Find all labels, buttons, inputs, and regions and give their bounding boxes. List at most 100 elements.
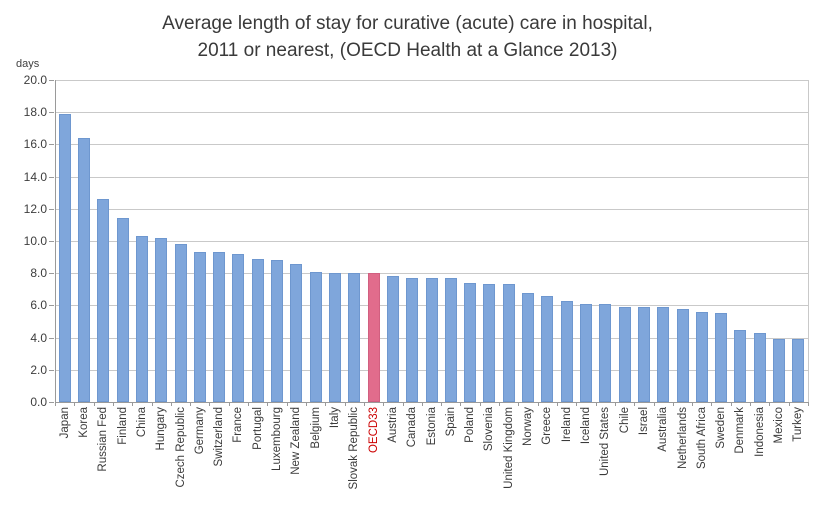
gridline xyxy=(55,112,808,114)
x-label-finland: Finland xyxy=(116,407,129,445)
x-tick-mark xyxy=(306,402,307,406)
x-label-belgium: Belgium xyxy=(309,407,322,449)
bar-chile xyxy=(618,307,631,402)
x-tick-mark xyxy=(363,402,365,406)
bar-netherlands xyxy=(676,308,689,402)
x-label-switzerland: Switzerland xyxy=(213,407,226,467)
x-label-netherlands: Netherlands xyxy=(676,407,689,470)
bar-australia xyxy=(657,307,670,402)
x-tick-mark xyxy=(750,402,752,406)
x-label-iceland: Iceland xyxy=(579,407,592,445)
bar-japan xyxy=(58,113,71,402)
y-tick-label: 4.0 xyxy=(30,330,47,345)
x-label-slovenia: Slovenia xyxy=(483,407,496,452)
x-tick-mark xyxy=(441,402,443,406)
bar-slovak-republic xyxy=(348,273,361,402)
bar-italy xyxy=(328,273,341,402)
bar-korea xyxy=(77,137,90,402)
x-label-france: France xyxy=(232,407,245,443)
x-label-ireland: Ireland xyxy=(560,407,573,443)
y-tick-mark xyxy=(49,112,54,114)
y-tick-mark xyxy=(49,402,54,403)
x-label-greece: Greece xyxy=(541,407,554,445)
gridline xyxy=(55,176,808,178)
x-tick-mark xyxy=(692,402,694,406)
x-tick-mark xyxy=(730,402,732,406)
x-tick-mark xyxy=(557,402,558,406)
x-label-israel: Israel xyxy=(637,407,650,436)
bar-luxembourg xyxy=(271,260,284,402)
chart-title: Average length of stay for curative (acu… xyxy=(0,10,815,64)
bar-france xyxy=(232,253,245,402)
y-tick-label: 2.0 xyxy=(30,362,47,377)
bar-russian-fed xyxy=(97,199,110,402)
x-tick-mark xyxy=(808,402,809,406)
y-tick-mark xyxy=(49,305,54,307)
x-label-korea: Korea xyxy=(77,407,90,438)
bar-ireland xyxy=(560,300,573,402)
bar-israel xyxy=(637,307,650,402)
x-tick-mark xyxy=(190,402,192,406)
x-tick-mark xyxy=(479,402,481,406)
x-label-austria: Austria xyxy=(386,407,399,443)
x-tick-mark xyxy=(518,402,520,406)
bar-oecd33 xyxy=(367,273,380,402)
x-label-canada: Canada xyxy=(406,407,419,448)
bar-switzerland xyxy=(213,252,226,402)
x-tick-mark xyxy=(576,402,578,406)
chart-title-line2: 2011 or nearest, (OECD Health at a Glanc… xyxy=(197,40,618,61)
x-label-luxembourg: Luxembourg xyxy=(271,407,284,471)
x-label-estonia: Estonia xyxy=(425,407,438,446)
x-label-chile: Chile xyxy=(618,407,631,434)
x-tick-mark xyxy=(74,402,76,406)
bar-estonia xyxy=(425,278,438,402)
bar-belgium xyxy=(309,271,322,402)
x-label-oecd33: OECD33 xyxy=(367,407,380,454)
x-label-hungary: Hungary xyxy=(155,407,168,451)
y-tick-mark xyxy=(49,337,54,339)
y-tick-mark xyxy=(49,176,54,178)
y-tick-label: 8.0 xyxy=(30,266,47,281)
gridline xyxy=(55,241,808,242)
y-tick-label: 10.0 xyxy=(23,234,47,248)
x-tick-mark xyxy=(769,402,771,406)
x-label-south-africa: South Africa xyxy=(695,407,708,470)
x-tick-mark xyxy=(267,402,269,406)
x-tick-mark xyxy=(93,402,95,406)
x-tick-mark xyxy=(595,402,597,406)
bar-canada xyxy=(406,278,419,402)
y-tick-mark xyxy=(49,273,54,275)
x-tick-mark xyxy=(286,402,288,406)
x-label-australia: Australia xyxy=(657,407,670,452)
x-tick-mark xyxy=(711,402,713,406)
x-tick-mark xyxy=(325,402,327,406)
bar-austria xyxy=(386,276,399,402)
bar-poland xyxy=(464,282,477,402)
bar-united-kingdom xyxy=(502,284,515,402)
x-tick-mark xyxy=(653,402,655,406)
x-tick-mark xyxy=(634,402,636,406)
bar-south-africa xyxy=(695,311,708,402)
x-tick-mark xyxy=(344,402,346,406)
x-label-new-zealand: New Zealand xyxy=(290,407,303,475)
y-tick-label: 16.0 xyxy=(23,137,47,152)
bar-norway xyxy=(522,292,535,402)
x-axis-line xyxy=(55,402,809,403)
y-tick-mark xyxy=(49,241,54,242)
x-tick-mark xyxy=(55,402,56,406)
y-tick-label: 20.0 xyxy=(23,73,47,87)
x-tick-mark xyxy=(537,402,539,406)
x-label-united-kingdom: United Kingdom xyxy=(502,407,515,489)
bar-mexico xyxy=(773,339,786,402)
y-tick-mark xyxy=(49,369,54,371)
x-label-poland: Poland xyxy=(464,407,477,443)
x-tick-mark xyxy=(421,402,423,406)
x-label-united-states: United States xyxy=(599,407,612,477)
x-label-czech-republic: Czech Republic xyxy=(174,407,187,488)
x-label-spain: Spain xyxy=(444,407,457,437)
bar-germany xyxy=(193,252,206,402)
x-label-indonesia: Indonesia xyxy=(753,407,766,457)
bar-czech-republic xyxy=(174,244,187,402)
bar-new-zealand xyxy=(290,263,303,402)
